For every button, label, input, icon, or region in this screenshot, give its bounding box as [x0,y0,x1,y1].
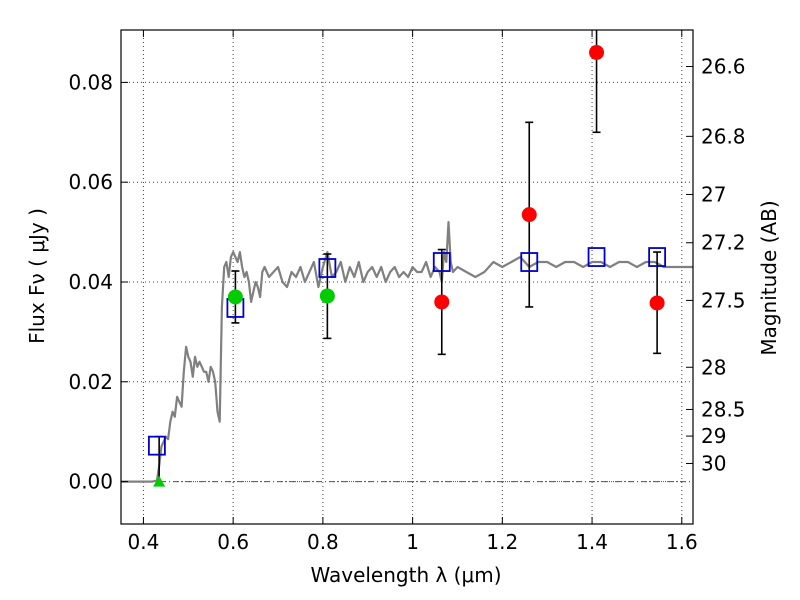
x-tick-label: 1.6 [666,530,698,554]
model-flux-square [587,247,606,267]
nondetection-marker [153,475,166,487]
y2-axis-label: Magnitude (AB) [757,200,781,355]
y-tick-label: 0.06 [68,170,113,194]
lowsn-marker [434,294,450,310]
model-spectrum-line [121,221,693,483]
x-tick-label: 0.4 [128,530,160,554]
mag-tick-label: 26.8 [701,124,746,148]
y-tick-label: 0.08 [68,70,113,94]
plot-border [120,29,694,525]
model-flux-square [147,435,166,456]
lowsn-marker [589,44,605,60]
y-tick-label: 0.04 [68,270,113,294]
x-tick-label: 1 [406,530,419,554]
lowsn-marker [649,295,665,311]
mag-tick-label: 27.5 [701,288,746,312]
y-tick-label: 0.00 [68,470,113,494]
x-tick-label: 1.4 [576,530,608,554]
detection-marker [319,288,335,304]
mag-tick-label: 29 [701,424,726,448]
mag-tick-label: 30 [701,451,726,475]
data-markers [147,44,667,487]
model-flux-square [520,252,539,272]
mag-tick-label: 26.6 [701,55,746,79]
detection-marker [227,289,243,305]
model-flux-square [318,258,337,278]
plot-frame [120,29,694,525]
y-axis-label: Flux Fν ( μJy ) [25,208,49,344]
grid [121,30,693,524]
lowsn-marker [521,207,537,223]
x-tick-label: 1.2 [486,530,518,554]
x-axis-label: Wavelength λ (μm) [310,563,501,587]
x-tick-label: 0.6 [217,530,249,554]
mag-tick-label: 28 [701,355,726,379]
model-flux-square [648,247,667,267]
x-tick-label: 0.8 [307,530,339,554]
y-tick-label: 0.02 [68,370,113,394]
mag-tick-label: 27 [701,182,726,206]
mag-tick-label: 28.5 [701,397,746,421]
axis-ticks: 0.4 0.6 0.8 1 1.2 1.4 1.6 0.00 0.02 0.04 0.06 0.08 2… [68,30,746,554]
model-spectrum [121,221,693,483]
model-flux-square [432,252,451,272]
mag-tick-label: 27.2 [701,231,746,255]
